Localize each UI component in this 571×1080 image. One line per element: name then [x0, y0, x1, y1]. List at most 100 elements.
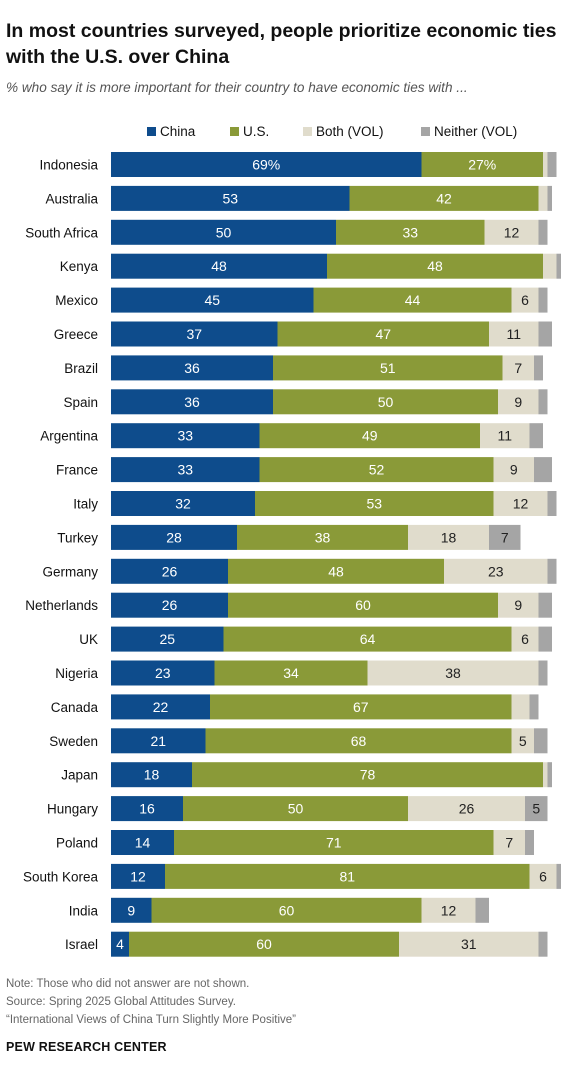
- data-label-china: 12: [130, 868, 146, 884]
- category-label: Brazil: [64, 361, 98, 376]
- bar-segment-us: [151, 897, 422, 923]
- category-label: Canada: [51, 700, 99, 715]
- bar-segment-china: [111, 931, 129, 957]
- bar-segment-neither: [525, 796, 548, 822]
- data-label-us: 50: [288, 801, 304, 817]
- bar-segment-neither: [547, 185, 552, 211]
- bar-segment-neither: [547, 762, 552, 788]
- data-label-both: 6: [521, 292, 529, 308]
- data-label-us: 34: [283, 665, 299, 681]
- category-label: Turkey: [57, 530, 98, 545]
- data-label-china: 14: [135, 835, 151, 851]
- bar-segment-china: [111, 863, 165, 889]
- bar-segment-china: [111, 389, 273, 415]
- data-label-us: 38: [315, 529, 331, 545]
- data-label-neither: 7: [501, 529, 509, 545]
- category-label: Japan: [61, 768, 98, 783]
- bar-segment-china: [111, 626, 224, 652]
- data-label-us: 44: [405, 292, 421, 308]
- data-label-both: 7: [505, 835, 513, 851]
- data-label-china: 26: [162, 597, 178, 613]
- bar-segment-both: [493, 491, 548, 516]
- chart-legend: China U.S. Both (VOL) Neither (VOL): [0, 124, 571, 144]
- bar-row: Nigeria 23 34 38: [55, 660, 548, 686]
- bar-segment-both: [538, 185, 548, 211]
- bar-segment-china: [111, 524, 237, 550]
- legend-label-china: China: [160, 124, 196, 139]
- data-label-both: 38: [445, 665, 461, 681]
- bar-segment-both: [408, 524, 489, 550]
- bar-segment-china: [111, 185, 350, 211]
- data-label-china: 53: [222, 190, 238, 206]
- bar-segment-us: [129, 931, 399, 957]
- bar-segment-china: [111, 762, 192, 788]
- legend-label-us: U.S.: [243, 124, 270, 139]
- category-label: Mexico: [55, 293, 98, 308]
- bar-segment-neither: [534, 457, 552, 483]
- bar-row: Italy 32 53 12: [73, 491, 557, 516]
- data-label-both: 12: [513, 496, 529, 512]
- bar-row: Australia 53 42: [45, 185, 552, 211]
- category-label: Spain: [63, 395, 98, 410]
- data-label-china: 50: [216, 224, 232, 240]
- footer-report: “International Views of China Turn Sligh…: [6, 1014, 296, 1026]
- bar-row: Poland 14 71 7: [56, 830, 534, 855]
- footer-note: Note: Those who did not answer are not s…: [6, 978, 250, 990]
- bar-segment-us: [255, 491, 494, 516]
- bar-segment-us: [228, 558, 444, 584]
- bar-segment-china: [111, 830, 174, 855]
- legend-item-us: U.S.: [230, 124, 269, 139]
- bar-segment-both: [489, 321, 539, 347]
- bar-segment-both: [543, 253, 557, 279]
- data-label-china: 16: [139, 801, 155, 817]
- bar-segment-neither: [475, 897, 489, 923]
- bar-segment-china: [111, 457, 260, 483]
- category-label: India: [69, 903, 99, 918]
- legend-item-china: China: [147, 124, 195, 139]
- data-label-both: 6: [539, 868, 547, 884]
- bar-segment-both: [511, 287, 539, 313]
- bar-segment-us: [349, 185, 539, 211]
- bar-segment-both: [498, 389, 539, 415]
- bar-segment-neither: [538, 219, 548, 245]
- bar-segment-us: [421, 152, 543, 177]
- data-label-us: 33: [402, 224, 418, 240]
- bar-segment-neither: [538, 660, 548, 686]
- bar-segment-both: [511, 728, 534, 754]
- bar-segment-china: [111, 558, 228, 584]
- data-label-us: 64: [360, 631, 376, 647]
- bar-segment-both: [502, 355, 534, 381]
- legend-label-neither: Neither (VOL): [434, 124, 518, 139]
- data-label-us: 52: [369, 462, 385, 478]
- bar-row: Germany 26 48 23: [42, 558, 557, 584]
- data-label-us: 67: [353, 699, 369, 715]
- data-label-us: 48: [328, 563, 344, 579]
- bar-segment-us: [192, 762, 543, 788]
- bar-row: Hungary 16 50 26 5: [47, 796, 548, 822]
- bar-row: South Korea 12 81 6: [23, 863, 561, 889]
- legend-item-both: Both (VOL): [303, 124, 384, 139]
- bar-segment-both: [444, 558, 548, 584]
- bar-row: Greece 37 47 11: [54, 321, 552, 347]
- data-label-china: 33: [177, 428, 193, 444]
- data-label-china: 21: [150, 733, 166, 749]
- data-label-china: 32: [175, 496, 191, 512]
- data-label-both: 9: [514, 597, 522, 613]
- legend-swatch-both: [303, 127, 312, 136]
- data-label-us: 42: [436, 190, 452, 206]
- data-label-china: 48: [211, 258, 227, 274]
- data-label-both: 11: [506, 326, 521, 342]
- bar-segment-neither: [538, 287, 548, 313]
- category-label: Argentina: [40, 429, 98, 444]
- bar-segment-china: [111, 423, 260, 449]
- bar-segment-us: [237, 524, 408, 550]
- data-label-china: 36: [184, 394, 200, 410]
- bar-segment-us: [228, 592, 498, 618]
- data-label-china: 28: [166, 529, 182, 545]
- bar-row: UK 25 64 6: [79, 626, 552, 652]
- data-label-us: 53: [366, 496, 382, 512]
- bar-row: India 9 60 12: [69, 897, 489, 923]
- chart-subtitle: % who say it is more important for their…: [6, 80, 468, 95]
- legend-label-both: Both (VOL): [316, 124, 384, 139]
- bar-segment-both: [493, 457, 534, 483]
